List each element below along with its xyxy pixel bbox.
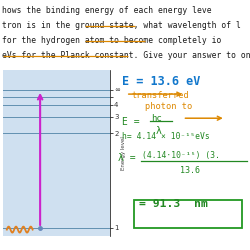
Text: = 91.3  nm: = 91.3 nm xyxy=(139,199,208,209)
Bar xyxy=(134,200,242,228)
Text: hc: hc xyxy=(152,114,162,123)
Y-axis label: Energy level: Energy level xyxy=(122,136,126,170)
Text: photon to: photon to xyxy=(145,102,192,112)
Text: hows the binding energy of each energy leve: hows the binding energy of each energy l… xyxy=(2,6,212,15)
Text: λ: λ xyxy=(156,126,162,136)
Text: E =: E = xyxy=(122,116,140,126)
Text: 13.6: 13.6 xyxy=(180,166,200,175)
Text: for the hydrogen atom to become completely io: for the hydrogen atom to become complete… xyxy=(2,36,222,45)
Text: tron is in the ground state, what wavelength of l: tron is in the ground state, what wavele… xyxy=(2,21,242,30)
Text: (4.14·10⁻¹⁵) (3.: (4.14·10⁻¹⁵) (3. xyxy=(142,151,220,160)
Text: eVs for the Planck constant. Give your answer to one d: eVs for the Planck constant. Give your a… xyxy=(2,51,250,60)
Text: λ =: λ = xyxy=(118,153,135,163)
Text: transferred: transferred xyxy=(131,91,189,100)
Text: h= 4.14 × 10⁻¹⁵eVs: h= 4.14 × 10⁻¹⁵eVs xyxy=(122,132,210,141)
Text: E = 13.6 eV: E = 13.6 eV xyxy=(122,75,200,88)
